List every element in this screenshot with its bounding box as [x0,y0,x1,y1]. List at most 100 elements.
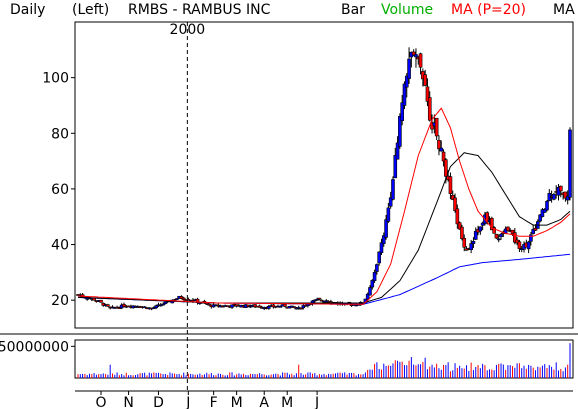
candle-body [179,296,184,299]
candle-body [437,140,441,150]
candle-body [368,287,372,296]
candle-body [301,305,306,309]
candle-body [292,306,296,308]
candle-body [278,306,283,308]
candle-body [122,304,126,307]
candle-body [460,226,464,239]
volume-label: Volume [381,2,434,18]
candle-body [531,229,536,234]
candle-body [407,58,411,79]
ma200-line [77,253,571,305]
candle-body [384,219,388,238]
price-tick-label: 60 [51,182,69,198]
candle-body [529,234,533,242]
candle-body [450,195,455,200]
candle-body [441,151,446,162]
candle-body [246,304,250,307]
candle-body [99,299,103,303]
candle-body [471,240,476,244]
candle-body [427,97,432,121]
ma20-line [77,107,571,305]
candle-body [391,179,395,200]
candle-body [386,207,391,222]
candle-body [175,298,179,300]
candle-body [538,214,542,222]
candle-body [181,297,186,300]
candle-body [400,102,404,121]
candle-body [207,303,211,306]
period-label: Daily [10,2,46,18]
candle-body [462,238,467,248]
candles [76,47,572,311]
candle-body [526,241,531,250]
candle-body [299,307,303,310]
candle-body [563,191,568,199]
candle-body [473,230,478,240]
candle-body [434,117,439,137]
volume-tick-label: 50000000 [0,339,69,355]
price-plot-frame [74,21,574,329]
candle-body [545,200,549,211]
x-tick-label: O [95,395,106,409]
volume-bars [77,343,571,378]
candle-body [453,197,457,211]
candle-body [152,307,156,309]
price-tick-label: 80 [51,126,69,142]
x-tick-label: F [210,395,218,409]
candle-body [444,159,448,177]
price-tick-label: 40 [51,238,69,254]
candle-body [510,229,515,234]
candle-body [271,304,276,308]
candle-body [315,298,319,301]
x-tick-label: A [259,395,269,409]
candle-body [448,176,453,194]
candle-body [365,293,370,300]
x-tick-label: J [185,395,190,409]
candle-body [319,299,324,302]
candle-body [559,185,563,192]
candle-body [398,116,402,147]
candle-body [283,303,287,307]
candle-body [517,241,522,249]
price-tick-label: 100 [42,71,69,87]
candle-body [257,305,262,308]
candle-body [402,83,407,106]
candle-body [568,129,572,198]
chart-title: RMBS - RAMBUS INC [128,2,271,18]
candle-body [439,147,444,152]
candle-body [76,294,80,296]
candle-body [253,304,257,308]
candle-body [533,228,538,231]
candle-body [317,297,322,300]
candle-body [423,74,427,86]
candle-body [381,235,386,244]
candle-body [499,233,503,238]
x-tick-label: N [123,395,133,409]
candle-body [490,217,494,231]
candle-body [480,222,485,226]
candle-body [161,303,165,306]
scale-side-label: (Left) [72,2,110,18]
ma-label: MA (P=20) [451,2,527,18]
candle-body [455,208,460,225]
candle-body [248,305,253,308]
x-tick-label: J [314,395,319,409]
candle-body [163,301,168,305]
candle-body [85,298,89,300]
ma2-label: MA [553,2,575,18]
x-tick-label: M [231,395,243,409]
candle-body [542,208,547,213]
candle-body [372,272,377,281]
candle-body [393,155,398,179]
candle-body [414,54,418,58]
candle-body [186,299,191,301]
candle-body [142,306,147,309]
candle-body [395,142,400,160]
candle-body [565,196,570,201]
candle-body [411,51,416,56]
candle-body [370,280,375,288]
candle-body [457,222,462,230]
bar-type-label: Bar [341,2,365,18]
candle-body [106,304,110,307]
ma50-line [77,152,571,304]
